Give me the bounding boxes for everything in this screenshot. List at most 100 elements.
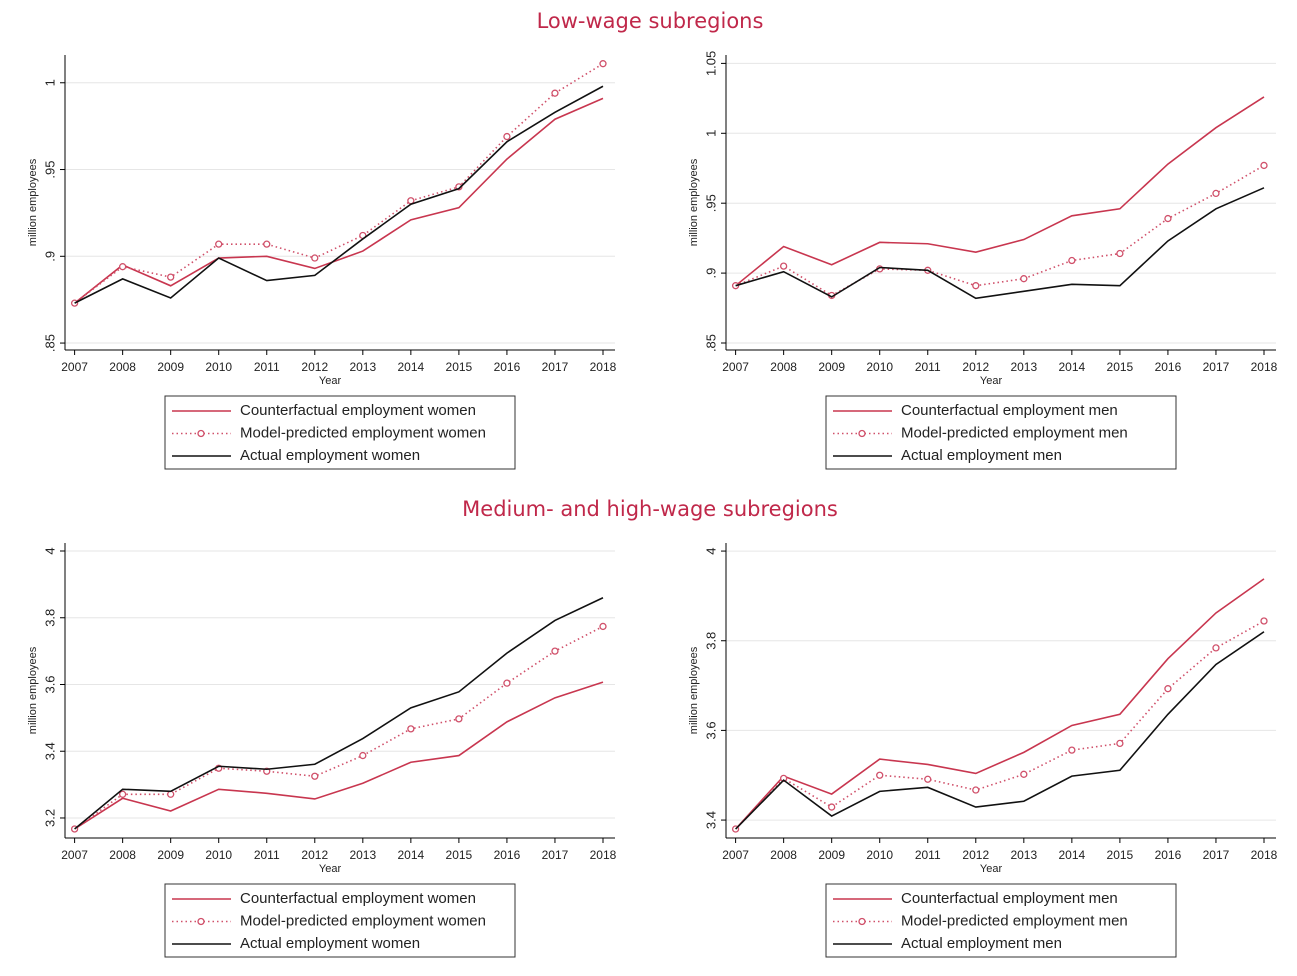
x-tick-label: 2014 (397, 848, 424, 862)
point-marker (1068, 256, 1076, 265)
x-tick-label: 2012 (301, 848, 328, 862)
y-tick-label: 3.2 (42, 809, 57, 827)
point-marker (1020, 275, 1028, 283)
point-marker (311, 254, 319, 262)
point-marker (1164, 214, 1172, 223)
point-marker (599, 60, 607, 68)
y-tick-label: 3.6 (703, 721, 718, 739)
point-marker (551, 647, 559, 655)
chart-panel: 3.4 3.6 3.8 4 2007 2008 2009 2010 2011 2012 2013 20… (688, 543, 1278, 958)
x-tick-label: 2013 (1010, 360, 1037, 374)
series-line (735, 620, 1265, 830)
y-tick-label: .85 (42, 334, 57, 352)
series-line (74, 625, 604, 830)
x-tick-label: 2013 (1010, 848, 1037, 862)
legend-box (164, 395, 516, 470)
x-tick-label: 2017 (542, 848, 569, 862)
x-tick-label: 2007 (61, 360, 88, 374)
legend-label: Actual employment women (240, 447, 420, 464)
x-tick-label: 2014 (397, 360, 424, 374)
point-marker (1164, 685, 1172, 693)
point-marker (503, 679, 511, 687)
section-heading: Low-wage subregions (537, 9, 764, 33)
point-marker (167, 790, 175, 798)
y-tick-label: 1 (42, 79, 57, 86)
y-tick-label: .95 (42, 160, 57, 178)
x-tick-label: 2013 (349, 360, 376, 374)
legend-label: Actual employment men (901, 935, 1062, 952)
x-tick-label: 2015 (446, 848, 473, 862)
legend-label: Model-predicted employment women (240, 912, 486, 929)
legend-label: Counterfactual employment men (901, 890, 1118, 907)
x-tick-label: 2016 (1155, 360, 1182, 374)
x-tick-label: 2010 (866, 848, 893, 862)
point-marker (1020, 770, 1028, 778)
point-marker (167, 273, 175, 281)
x-tick-label: 2014 (1059, 360, 1086, 374)
point-marker (1260, 617, 1268, 625)
point-marker (1068, 746, 1076, 754)
x-tick-label: 2007 (722, 848, 749, 862)
x-tick-label: 2017 (1203, 848, 1230, 862)
point-marker (924, 775, 932, 783)
x-tick-label: 2010 (866, 360, 893, 374)
x-tick-label: 2018 (1251, 848, 1278, 862)
legend-marker (197, 429, 205, 438)
plot-area (726, 55, 1276, 350)
x-tick-label: 2015 (1107, 360, 1134, 374)
x-tick-label: 2009 (818, 360, 845, 374)
series-line (74, 681, 604, 830)
point-marker (263, 240, 271, 248)
legend-label: Actual employment women (240, 935, 420, 952)
point-marker (779, 774, 788, 783)
series-line (735, 578, 1265, 830)
legend-box (164, 883, 516, 958)
point-marker (828, 803, 836, 811)
x-tick-label: 2016 (494, 360, 521, 374)
y-axis-title: million employees (688, 158, 700, 246)
y-tick-label: 3.6 (42, 675, 57, 693)
point-marker (1212, 644, 1220, 652)
point-marker (215, 240, 223, 248)
x-tick-label: 2012 (962, 848, 989, 862)
point-marker (551, 89, 559, 97)
point-marker (118, 790, 127, 798)
chart-panel: .85 .9 .95 1 2007 2008 2009 2010 2011 2012 2013 201… (27, 55, 617, 470)
point-marker (1116, 249, 1124, 258)
point-marker (503, 132, 511, 141)
y-axis-title: million employees (27, 646, 39, 734)
x-axis-title: Year (980, 863, 1003, 875)
point-marker (876, 771, 884, 779)
x-tick-label: 2011 (915, 848, 941, 862)
y-tick-label: .9 (703, 268, 718, 279)
point-marker (972, 786, 980, 794)
point-marker (311, 772, 319, 780)
series-line (735, 96, 1265, 287)
x-tick-label: 2008 (770, 360, 797, 374)
point-marker (1260, 161, 1268, 170)
plot-area (65, 55, 615, 350)
point-marker (118, 263, 127, 271)
legend-box (825, 395, 1177, 470)
x-tick-label: 2007 (722, 360, 749, 374)
y-tick-label: 1.05 (703, 51, 718, 76)
legend-label: Counterfactual employment women (240, 890, 476, 907)
y-axis-title: million employees (27, 158, 39, 246)
x-tick-label: 2014 (1059, 848, 1086, 862)
x-tick-label: 2008 (770, 848, 797, 862)
x-tick-label: 2018 (590, 360, 617, 374)
series-line (74, 97, 604, 304)
y-tick-label: 3.8 (703, 632, 718, 650)
x-tick-label: 2010 (205, 848, 232, 862)
x-tick-label: 2018 (1251, 360, 1278, 374)
series-line (74, 597, 604, 830)
x-tick-label: 2017 (542, 360, 569, 374)
point-marker (455, 715, 463, 723)
x-tick-label: 2013 (349, 848, 376, 862)
legend-label: Counterfactual employment women (240, 402, 476, 419)
point-marker (359, 751, 367, 760)
legend-marker (858, 917, 866, 926)
section-heading: Medium- and high-wage subregions (462, 497, 838, 521)
series-line (74, 85, 604, 304)
